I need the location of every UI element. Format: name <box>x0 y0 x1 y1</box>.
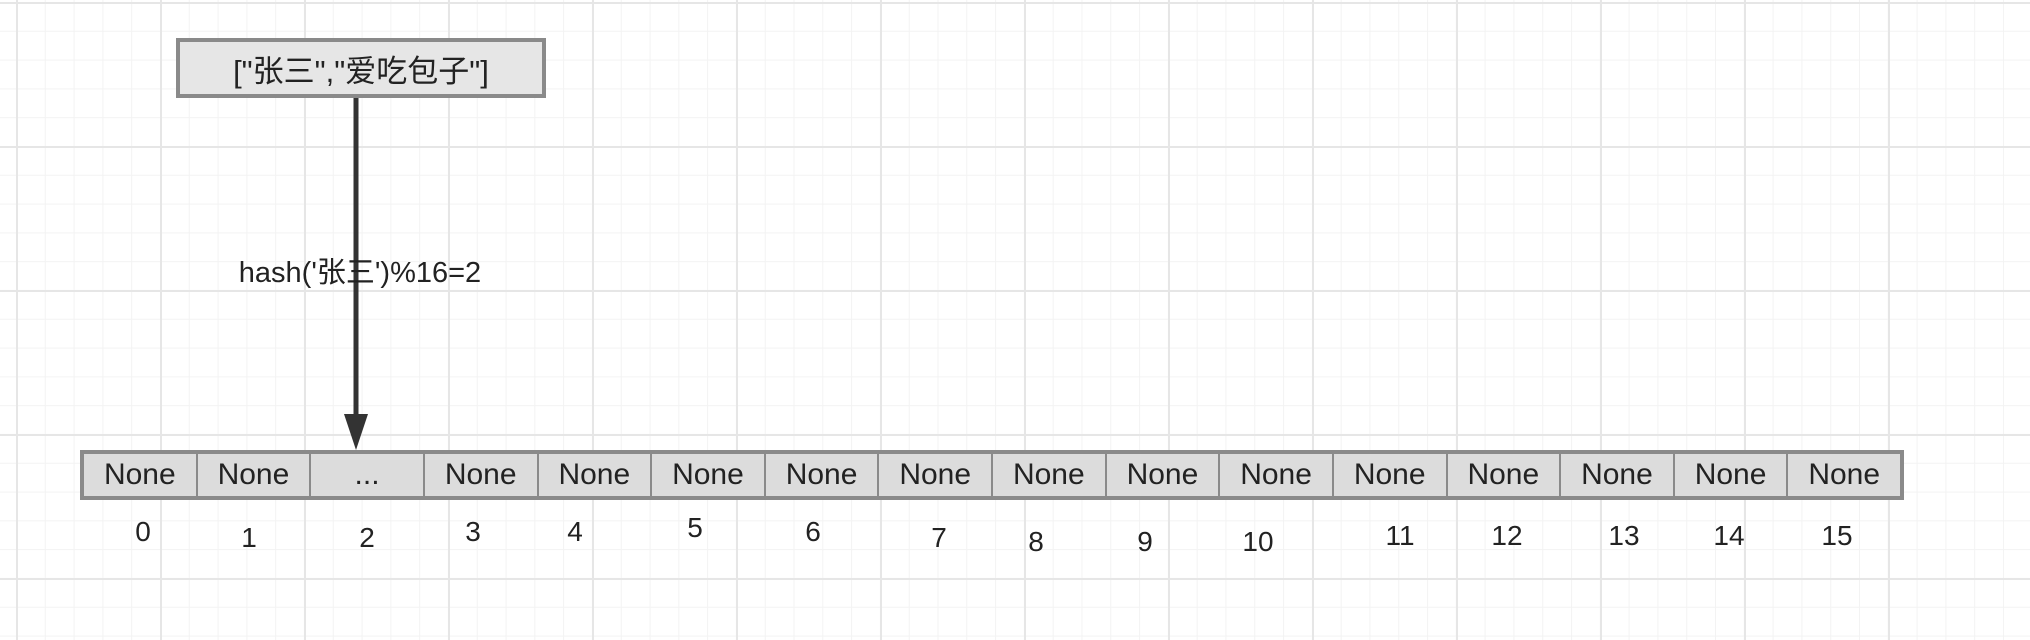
hash-array: None None ... None None None None None N… <box>80 450 1904 500</box>
array-index-0: 0 <box>135 516 151 547</box>
source-node: ["张三","爱吃包子"] <box>176 38 546 98</box>
array-index-10: 10 <box>1242 526 1274 557</box>
array-cell-9: None <box>1107 454 1221 496</box>
array-cell-6: None <box>766 454 880 496</box>
array-cell-11: None <box>1334 454 1448 496</box>
array-cell-2: ... <box>311 454 425 496</box>
array-index-12: 12 <box>1491 520 1523 551</box>
hash-arrow <box>344 98 368 450</box>
array-cell-10: None <box>1220 454 1334 496</box>
array-cell-12: None <box>1448 454 1562 496</box>
array-index-5: 5 <box>687 512 703 543</box>
array-cell-7: None <box>879 454 993 496</box>
source-node-label: ["张三","爱吃包子"] <box>233 53 489 89</box>
array-cell-4: None <box>539 454 653 496</box>
array-cell-0: None <box>84 454 198 496</box>
array-index-14: 14 <box>1713 520 1745 551</box>
array-cell-13: None <box>1561 454 1675 496</box>
array-index-7: 7 <box>931 522 947 553</box>
hash-label: hash('张三')%16=2 <box>238 257 482 289</box>
array-index-8: 8 <box>1028 526 1044 557</box>
array-index-1: 1 <box>241 522 257 553</box>
array-cell-5: None <box>652 454 766 496</box>
array-cell-1: None <box>198 454 312 496</box>
array-index-13: 13 <box>1608 520 1640 551</box>
array-cell-8: None <box>993 454 1107 496</box>
array-index-6: 6 <box>805 516 821 547</box>
array-index-2: 2 <box>359 522 375 553</box>
array-cell-15: None <box>1808 458 1881 491</box>
array-cell-3: None <box>425 454 539 496</box>
array-index-4: 4 <box>567 516 583 547</box>
array-cell-14: None <box>1675 454 1789 496</box>
array-index-9: 9 <box>1137 526 1153 557</box>
array-index-3: 3 <box>465 516 481 547</box>
array-index-15: 15 <box>1821 520 1853 551</box>
array-index-11: 11 <box>1385 520 1415 551</box>
hash-arrow-head <box>344 414 368 450</box>
